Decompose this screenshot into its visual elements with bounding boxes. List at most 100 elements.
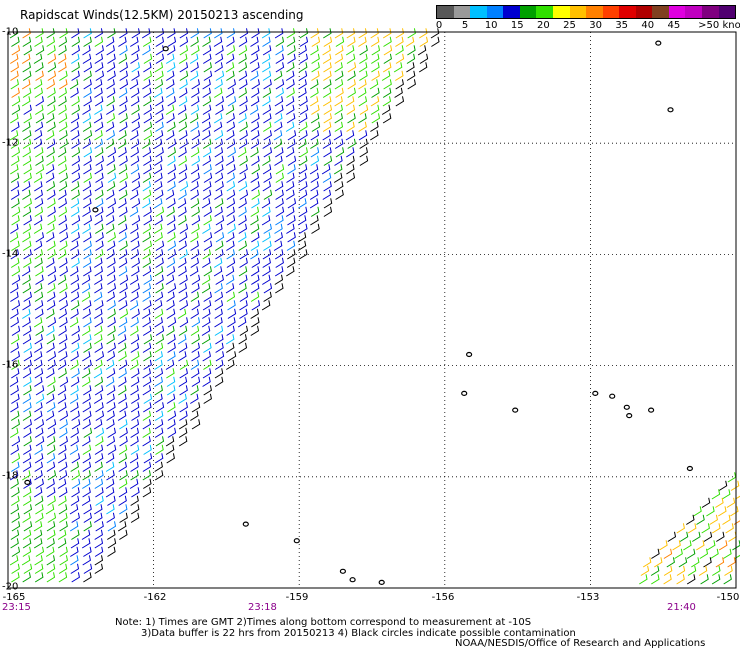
- wind-barb: [203, 342, 212, 353]
- wind-barb: [46, 300, 56, 311]
- wind-barb: [686, 574, 696, 585]
- wind-barb: [35, 113, 45, 124]
- wind-barb: [706, 540, 716, 551]
- wind-barb: [407, 28, 416, 39]
- wind-barb: [165, 104, 175, 115]
- island-outline: [647, 407, 655, 413]
- wind-barb: [71, 130, 80, 141]
- wind-barb: [70, 291, 80, 302]
- colorbar-label: 30: [589, 20, 602, 31]
- wind-barb: [129, 478, 139, 489]
- wind-barb: [10, 478, 19, 489]
- wind-barb: [93, 79, 103, 90]
- wind-barb: [35, 478, 44, 489]
- wind-barb: [22, 232, 31, 243]
- wind-barb: [107, 325, 116, 336]
- wind-barb: [9, 470, 19, 481]
- wind-barb: [191, 223, 200, 234]
- wind-barb: [238, 62, 248, 73]
- wind-barb: [323, 28, 332, 39]
- wind-barb: [46, 563, 56, 574]
- wind-barb: [203, 164, 212, 175]
- wind-barb: [154, 130, 164, 141]
- wind-barb: [94, 266, 103, 277]
- wind-barb: [383, 45, 393, 56]
- wind-barb: [203, 266, 212, 277]
- wind-barb: [33, 538, 43, 549]
- wind-barb: [82, 461, 92, 472]
- wind-barb: [46, 308, 55, 319]
- wind-barb: [299, 53, 308, 64]
- wind-barb: [71, 155, 81, 166]
- wind-barb: [310, 45, 319, 56]
- wind-barb: [155, 444, 164, 455]
- wind-barb: [11, 87, 20, 98]
- wind-barb: [70, 121, 79, 132]
- wind-barb: [11, 147, 20, 158]
- wind-barb: [298, 70, 308, 81]
- wind-barb: [262, 155, 271, 166]
- wind-barb: [273, 121, 283, 132]
- wind-barb: [251, 79, 260, 90]
- wind-barb: [191, 419, 201, 430]
- wind-barb: [311, 223, 320, 234]
- wind-barb: [131, 28, 141, 39]
- wind-barb: [106, 155, 115, 166]
- colorbar-swatch: [685, 6, 702, 18]
- wind-barb: [191, 368, 200, 379]
- wind-barb: [155, 206, 165, 217]
- wind-barb: [58, 189, 67, 200]
- wind-barb: [106, 45, 115, 56]
- wind-barb: [105, 359, 115, 370]
- wind-barb: [154, 359, 163, 370]
- wind-barb: [105, 487, 115, 498]
- wind-barb: [250, 147, 259, 158]
- wind-barb: [323, 79, 332, 90]
- wind-barb: [155, 96, 164, 107]
- wind-barb: [69, 504, 79, 515]
- wind-barb: [179, 45, 189, 56]
- wind-barb: [178, 342, 188, 353]
- wind-barb: [334, 79, 344, 90]
- wind-barb: [83, 512, 92, 523]
- wind-barb: [83, 198, 92, 209]
- wind-barb: [275, 257, 284, 268]
- wind-barb: [71, 189, 80, 200]
- wind-barb: [142, 427, 151, 438]
- colorbar-swatch: [536, 6, 553, 18]
- wind-barb: [71, 138, 80, 149]
- wind-barb: [59, 419, 68, 430]
- colorbar-swatch: [652, 6, 669, 18]
- wind-barb: [286, 28, 296, 39]
- wind-barb: [214, 62, 223, 73]
- wind-barb: [71, 172, 81, 183]
- wind-barb: [94, 87, 103, 98]
- wind-barb: [119, 155, 128, 166]
- wind-barb: [202, 96, 212, 107]
- agency-credit: NOAA/NESDIS/Office of Research and Appli…: [455, 638, 706, 649]
- wind-barb: [262, 70, 272, 81]
- wind-barb: [203, 215, 212, 226]
- wind-barb: [275, 45, 284, 56]
- wind-barb: [225, 266, 235, 277]
- wind-barb: [191, 215, 201, 226]
- wind-barb: [190, 257, 199, 268]
- wind-barb: [57, 155, 67, 166]
- wind-barb: [275, 189, 284, 200]
- wind-barb: [226, 325, 235, 336]
- wind-barb: [166, 130, 175, 141]
- wind-barb: [59, 172, 68, 183]
- wind-barb: [167, 342, 176, 353]
- wind-barb: [83, 572, 92, 583]
- wind-barb: [93, 419, 103, 430]
- wind-barb: [154, 317, 163, 328]
- wind-barb: [33, 283, 43, 294]
- wind-barb: [94, 478, 104, 489]
- wind-barb: [46, 436, 56, 447]
- wind-barb: [118, 189, 128, 200]
- wind-barb: [142, 257, 152, 268]
- wind-barb: [299, 223, 308, 234]
- wind-barb: [95, 62, 104, 73]
- wind-barb: [142, 376, 152, 387]
